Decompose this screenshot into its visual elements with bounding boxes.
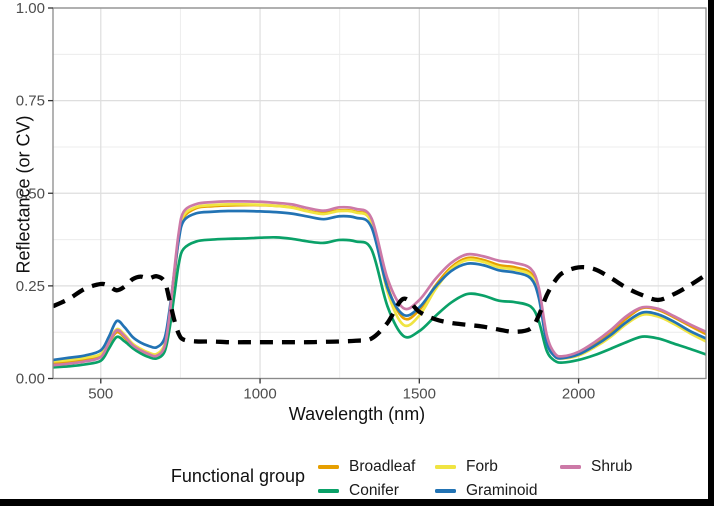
x-tick-label: 500: [88, 386, 113, 403]
legend-title: Functional group: [170, 466, 305, 486]
legend-item-broadleaf: Broadleaf: [318, 457, 415, 477]
x-axis-title: Wavelength (nm): [288, 404, 426, 424]
legend-label: Broadleaf: [349, 458, 416, 475]
y-tick-label: 0.50: [16, 185, 45, 202]
frame-bar-right: [708, 0, 714, 506]
gridlines: [53, 7, 706, 380]
x-tick-label: 1500: [403, 386, 436, 403]
legend-label: Shrub: [591, 458, 633, 475]
legend-label: Conifer: [349, 482, 399, 499]
legend-swatch-shrub: [560, 465, 581, 469]
legend-swatch-graminoid: [435, 489, 456, 493]
legend-item-forb: Forb: [435, 457, 498, 477]
axis-ticks: [48, 7, 580, 384]
x-tick-label: 1000: [243, 386, 276, 403]
frame-bar-bottom: [0, 499, 714, 506]
series-line-graminoid: [53, 209, 706, 362]
series-lines: [53, 199, 706, 369]
legend-label: Forb: [466, 458, 498, 475]
legend-label: Graminoid: [466, 482, 538, 499]
legend-swatch-conifer: [318, 489, 339, 493]
y-axis-title: Reflectance (or CV): [13, 115, 34, 274]
legend-swatch-forb: [435, 465, 456, 469]
legend-swatch-broadleaf: [318, 465, 339, 469]
y-tick-label: 0.00: [16, 371, 45, 388]
series-line-shrub: [53, 199, 706, 367]
series-line-cv: [53, 264, 706, 345]
y-tick-label: 0.25: [16, 278, 45, 295]
legend-item-conifer: Conifer: [318, 481, 399, 501]
legend-item-shrub: Shrub: [560, 457, 632, 477]
series-line-conifer: [53, 235, 706, 369]
axis-tick-labels: 500 1000 1500 2000 0.00 0.25 0.50 0.75 1.00: [16, 0, 595, 403]
legend-item-graminoid: Graminoid: [435, 481, 538, 501]
y-tick-label: 0.75: [16, 93, 45, 110]
x-tick-label: 2000: [562, 386, 595, 403]
y-tick-label: 1.00: [16, 0, 45, 17]
